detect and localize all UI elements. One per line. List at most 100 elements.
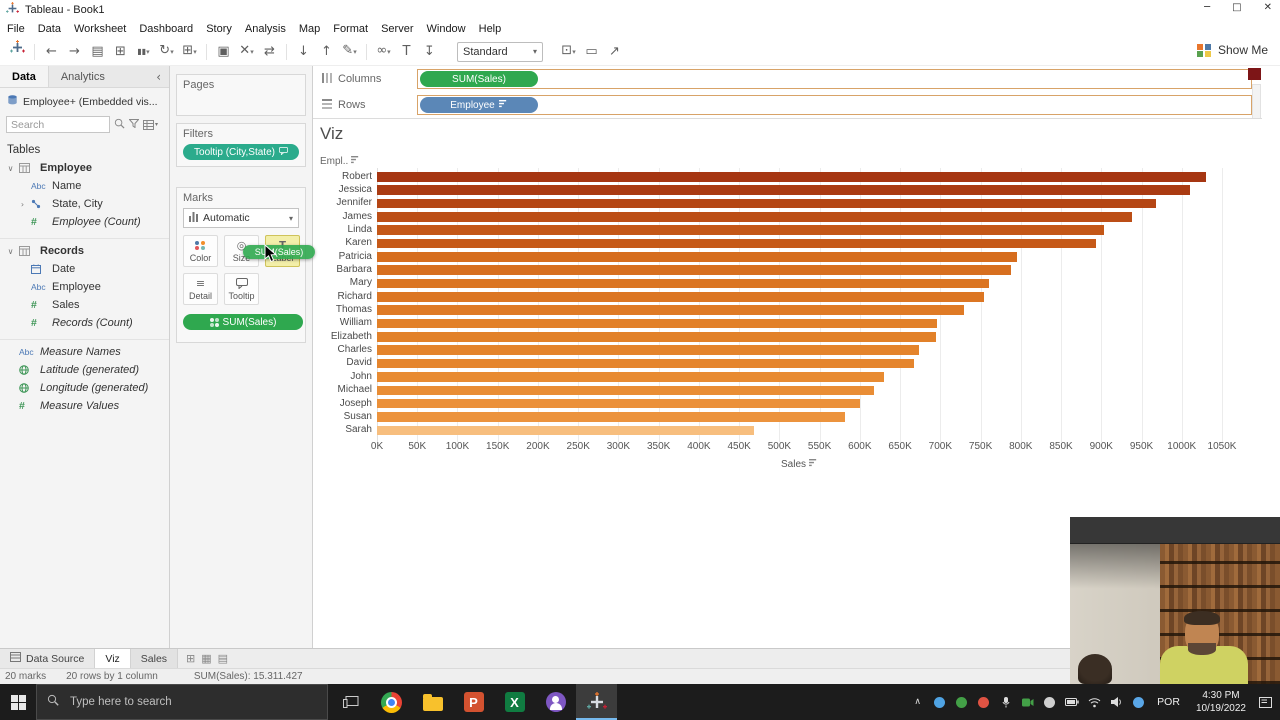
chart-bar[interactable] (377, 345, 919, 355)
category-label[interactable]: Karen (345, 237, 372, 249)
undo-icon[interactable]: ← (46, 43, 57, 59)
tab-analytics[interactable]: Analytics (60, 70, 105, 83)
new-worksheet-icon[interactable]: ⊞▾ (182, 43, 197, 58)
category-label[interactable]: Michael (337, 384, 372, 396)
category-label[interactable]: Jessica (338, 184, 372, 196)
filters-card[interactable]: Filters Tooltip (City,State) (176, 123, 306, 167)
field-records-count-[interactable]: # Records (Count) (0, 314, 169, 332)
category-label[interactable]: Susan (343, 410, 372, 422)
filter-pill[interactable]: Tooltip (City,State) (183, 144, 299, 160)
category-label[interactable]: James (342, 210, 372, 222)
category-label[interactable]: Barbara (336, 264, 372, 276)
category-label[interactable]: Jennifer (336, 197, 372, 209)
menu-item-map[interactable]: Map (298, 23, 321, 35)
search-icon[interactable] (114, 118, 125, 132)
highlight-icon[interactable]: ✎▾ (342, 43, 357, 58)
taskbar-search-input[interactable] (68, 695, 317, 709)
fit-dropdown[interactable]: Standard ▾ (457, 41, 543, 62)
chart-bar[interactable] (377, 225, 1104, 235)
sort-descending-icon[interactable]: ↑ (321, 43, 332, 59)
new-dashboard-icon[interactable]: ▦ (201, 652, 212, 665)
expander-icon[interactable]: ∨ (7, 163, 14, 173)
tray-app-5-icon[interactable] (1132, 696, 1145, 708)
battery-icon[interactable] (1065, 698, 1079, 706)
field-records[interactable]: ∨ Records (0, 238, 169, 260)
action-center-icon[interactable] (1259, 696, 1272, 708)
menu-item-analysis[interactable]: Analysis (244, 23, 286, 35)
chart-bar[interactable] (377, 358, 914, 369)
chart-bar[interactable] (377, 238, 1096, 249)
chart-bar[interactable] (377, 412, 846, 422)
columns-pill[interactable]: SUM(Sales) (420, 71, 538, 87)
field-latitude-generated-[interactable]: Latitude (generated) (0, 361, 169, 379)
field-employee[interactable]: Abc Employee (0, 278, 169, 296)
field-employee-count-[interactable]: # Employee (Count) (0, 213, 169, 231)
redo-icon[interactable]: → (69, 43, 80, 59)
fix-axes-icon[interactable]: ↧ (424, 43, 435, 59)
menu-item-file[interactable]: File (7, 23, 25, 35)
wifi-icon[interactable] (1088, 697, 1101, 708)
menu-item-server[interactable]: Server (381, 23, 414, 35)
chart-bar[interactable] (377, 318, 938, 329)
taskbar-app-people[interactable] (535, 684, 576, 720)
tray-app-4-icon[interactable] (1043, 696, 1056, 708)
duplicate-icon[interactable]: ▣ (217, 43, 230, 59)
menu-item-dashboard[interactable]: Dashboard (139, 23, 194, 35)
mark-button-color[interactable]: Color (183, 235, 218, 267)
presentation-mode-icon[interactable]: ▭ (585, 43, 598, 59)
category-label[interactable]: Charles (337, 344, 372, 356)
refresh-icon[interactable]: ↻▾ (159, 43, 174, 58)
language-indicator[interactable]: POR (1157, 696, 1180, 708)
chart-bar[interactable] (377, 265, 1012, 275)
mark-button-detail[interactable]: ≡ Detail (183, 273, 218, 305)
expander-icon[interactable]: › (20, 199, 25, 209)
rows-shelf-box[interactable]: Employee (417, 95, 1252, 115)
chart-bar[interactable] (377, 252, 1017, 262)
microphone-icon[interactable] (999, 696, 1012, 708)
tab-data[interactable]: Data (0, 66, 49, 87)
expander-icon[interactable]: ∨ (7, 246, 14, 256)
filter-fields-icon[interactable] (128, 118, 140, 131)
menu-item-help[interactable]: Help (478, 23, 502, 35)
taskbar-app-powerpoint[interactable]: P (453, 684, 494, 720)
marks-card[interactable]: Marks Automatic ▾ Color◎SizeTLabel≡Detai… (176, 187, 306, 343)
taskbar-app-folder[interactable] (412, 684, 453, 720)
menu-item-data[interactable]: Data (37, 23, 61, 35)
chart-bar[interactable] (377, 332, 937, 342)
clock[interactable]: 4:30 PM 10/19/2022 (1196, 689, 1246, 715)
chart-bar[interactable] (377, 172, 1206, 182)
start-button[interactable] (0, 684, 36, 720)
category-label[interactable]: Richard (337, 290, 372, 302)
sheet-tab-sales[interactable]: Sales (130, 649, 179, 668)
maximize-icon[interactable]: □ (1232, 2, 1242, 13)
category-label[interactable]: Robert (341, 170, 372, 182)
volume-icon[interactable] (1110, 697, 1123, 707)
show-mark-labels-icon[interactable]: T (402, 43, 411, 59)
menu-item-window[interactable]: Window (426, 23, 466, 35)
rows-pill[interactable]: Employee (420, 97, 538, 113)
new-worksheet-icon[interactable]: ⊞ (186, 652, 196, 665)
sort-ascending-icon[interactable]: ↓ (298, 43, 309, 59)
camera-icon[interactable] (1021, 698, 1034, 707)
share-icon[interactable]: ↗ (609, 43, 620, 59)
pause-updates-icon[interactable]: ▮▮▾ (137, 46, 150, 56)
category-label[interactable]: Joseph (339, 397, 372, 409)
category-label[interactable]: William (339, 317, 372, 329)
sheet-title[interactable]: Viz (320, 124, 344, 143)
chart-bar[interactable] (377, 278, 989, 289)
category-label[interactable]: Linda (347, 224, 372, 236)
group-members-icon[interactable]: ∞▾ (376, 43, 391, 58)
show-me-button[interactable]: Show Me (1196, 43, 1268, 57)
data-source-connection[interactable]: Employee+ (Embedded vis... (0, 88, 169, 113)
chart-bar[interactable] (377, 198, 1156, 209)
category-label[interactable]: Sarah (345, 424, 372, 436)
mark-button-tooltip[interactable]: Tooltip (224, 273, 259, 305)
mark-type-dropdown[interactable]: Automatic ▾ (183, 208, 299, 228)
chart-bar[interactable] (377, 398, 860, 409)
chart-bar[interactable] (377, 385, 875, 395)
collapse-panel-icon[interactable]: ‹ (156, 69, 161, 84)
new-story-icon[interactable]: ▤ (217, 652, 229, 665)
menu-item-format[interactable]: Format (333, 23, 369, 35)
category-label[interactable]: Patricia (338, 250, 372, 262)
tableau-home-icon[interactable] (6, 39, 29, 64)
